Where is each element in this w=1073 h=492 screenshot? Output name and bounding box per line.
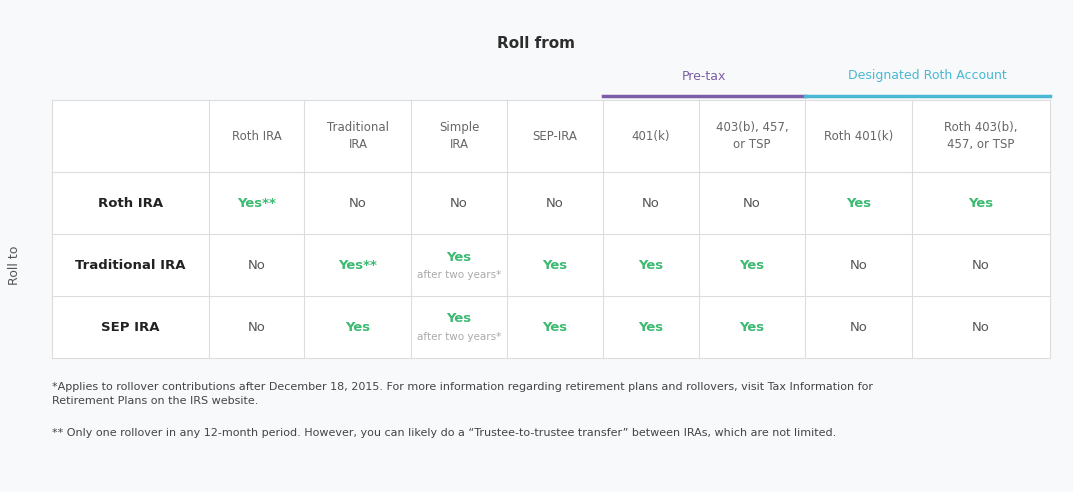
Text: Traditional IRA: Traditional IRA bbox=[75, 259, 186, 272]
Text: Yes: Yes bbox=[543, 259, 568, 272]
Text: No: No bbox=[248, 259, 265, 272]
Text: Roll to: Roll to bbox=[8, 246, 20, 285]
Text: Yes: Yes bbox=[739, 259, 765, 272]
Text: SEP IRA: SEP IRA bbox=[101, 321, 160, 334]
Text: Yes**: Yes** bbox=[237, 197, 276, 210]
Text: No: No bbox=[248, 321, 265, 334]
Text: Simple
IRA: Simple IRA bbox=[439, 121, 480, 151]
Text: Roth 403(b),
457, or TSP: Roth 403(b), 457, or TSP bbox=[944, 121, 1018, 151]
Text: *Applies to rollover contributions after December 18, 2015. For more information: *Applies to rollover contributions after… bbox=[52, 382, 873, 406]
Text: Pre-tax: Pre-tax bbox=[682, 69, 726, 83]
Text: No: No bbox=[451, 197, 468, 210]
Text: Yes: Yes bbox=[739, 321, 765, 334]
Text: Yes: Yes bbox=[446, 312, 472, 326]
Text: Designated Roth Account: Designated Roth Account bbox=[849, 69, 1008, 83]
Text: No: No bbox=[744, 197, 761, 210]
Text: Roth IRA: Roth IRA bbox=[232, 129, 281, 143]
Text: Roth IRA: Roth IRA bbox=[98, 197, 163, 210]
Text: ** Only one rollover in any 12-month period. However, you can likely do a “Trust: ** Only one rollover in any 12-month per… bbox=[52, 428, 836, 438]
Text: after two years*: after two years* bbox=[417, 332, 501, 342]
Text: Yes: Yes bbox=[847, 197, 871, 210]
Text: Roll from: Roll from bbox=[497, 36, 575, 52]
Text: Traditional
IRA: Traditional IRA bbox=[327, 121, 388, 151]
Text: Yes: Yes bbox=[346, 321, 370, 334]
Text: No: No bbox=[850, 259, 868, 272]
Text: No: No bbox=[850, 321, 868, 334]
Text: Yes: Yes bbox=[543, 321, 568, 334]
Text: No: No bbox=[642, 197, 660, 210]
Text: Yes: Yes bbox=[638, 259, 663, 272]
Text: Yes: Yes bbox=[638, 321, 663, 334]
Text: Yes**: Yes** bbox=[338, 259, 378, 272]
Text: No: No bbox=[546, 197, 564, 210]
Text: after two years*: after two years* bbox=[417, 270, 501, 280]
Text: 403(b), 457,
or TSP: 403(b), 457, or TSP bbox=[716, 121, 789, 151]
Bar bbox=[52, 100, 1050, 358]
Text: 401(k): 401(k) bbox=[632, 129, 670, 143]
Text: Yes: Yes bbox=[969, 197, 994, 210]
Text: No: No bbox=[972, 321, 990, 334]
Text: No: No bbox=[349, 197, 367, 210]
Text: Yes: Yes bbox=[446, 250, 472, 264]
Text: Roth 401(k): Roth 401(k) bbox=[824, 129, 894, 143]
Text: SEP-IRA: SEP-IRA bbox=[532, 129, 577, 143]
Text: No: No bbox=[972, 259, 990, 272]
